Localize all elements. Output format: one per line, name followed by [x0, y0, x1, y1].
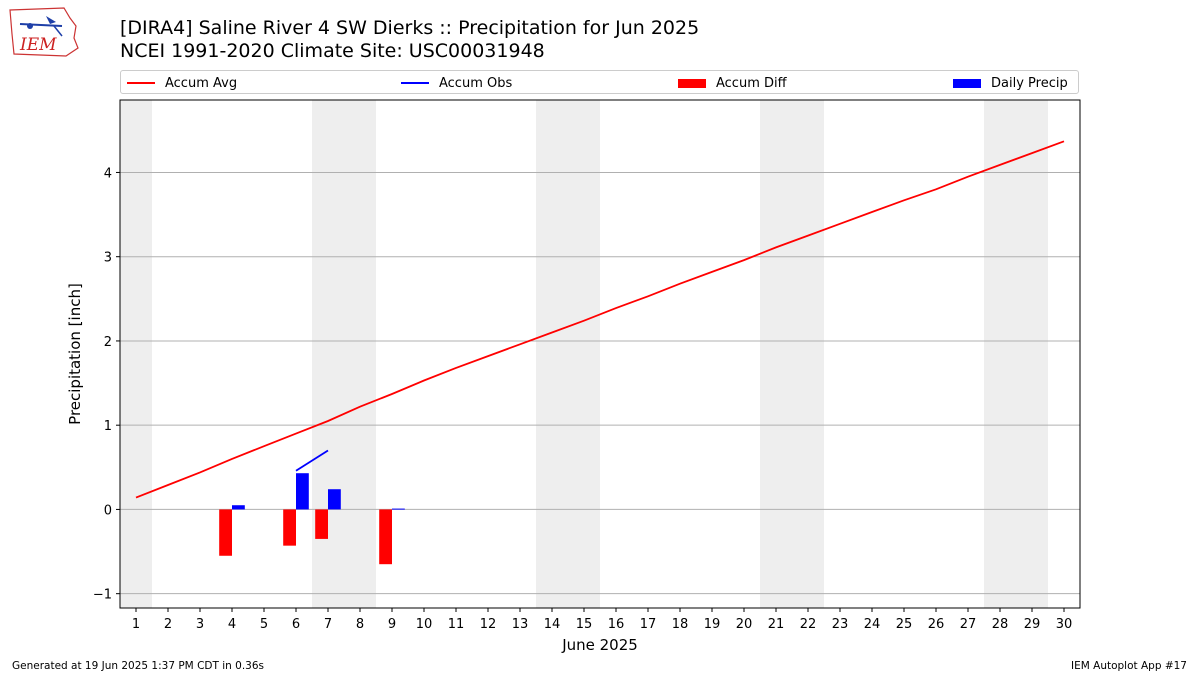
y-tick-label: 3	[104, 251, 112, 266]
legend-label-accum-avg: Accum Avg	[165, 75, 238, 91]
legend-swatch-accum-diff	[678, 78, 706, 88]
weekend-shading	[120, 100, 1048, 608]
x-tick-label: 14	[544, 617, 561, 632]
svg-text:IEM: IEM	[19, 35, 57, 55]
legend-swatch-accum-obs	[401, 82, 429, 84]
x-tick-label: 21	[768, 617, 785, 632]
daily-precip-bar	[328, 489, 341, 510]
legend-item-accum-avg: Accum Avg	[127, 74, 237, 92]
x-tick-label: 6	[292, 617, 300, 632]
weekend-band	[760, 100, 792, 608]
x-tick-label: 26	[928, 617, 945, 632]
x-tick-label: 15	[576, 617, 593, 632]
accum-avg-line	[135, 140, 1065, 499]
x-tick-label: 24	[864, 617, 881, 632]
x-axis-label: June 2025	[561, 636, 638, 654]
x-tick-label: 28	[992, 617, 1009, 632]
y-tick-label: 2	[104, 335, 112, 350]
x-tick-label: 20	[736, 617, 753, 632]
weekend-band	[120, 100, 152, 608]
line-series	[135, 140, 1065, 499]
legend-label-daily-precip: Daily Precip	[991, 75, 1068, 91]
x-tick-label: 19	[704, 617, 721, 632]
legend-label-accum-obs: Accum Obs	[439, 75, 513, 91]
chart-title: [DIRA4] Saline River 4 SW Dierks :: Prec…	[120, 17, 700, 39]
x-tick-label: 11	[448, 617, 465, 632]
accum-diff-bar	[379, 509, 392, 565]
x-tick-label: 30	[1056, 617, 1073, 632]
x-tick-label: 3	[196, 617, 204, 632]
x-tick-label: 16	[608, 617, 625, 632]
bar-series	[219, 473, 405, 565]
y-tick-label: 0	[104, 503, 112, 518]
x-tick-label: 23	[832, 617, 849, 632]
x-tick-label: 22	[800, 617, 817, 632]
y-axis-label: Precipitation [inch]	[66, 283, 84, 425]
generated-timestamp: Generated at 19 Jun 2025 1:37 PM CDT in …	[12, 660, 265, 672]
iem-logo: IEM	[6, 4, 82, 60]
chart-subtitle: NCEI 1991-2020 Climate Site: USC00031948	[120, 40, 545, 62]
x-tick-label: 8	[356, 617, 364, 632]
x-tick-label: 10	[416, 617, 433, 632]
weekend-band	[1016, 100, 1048, 608]
weekend-band	[536, 100, 568, 608]
accum-diff-bar	[315, 509, 328, 539]
x-tick-label: 29	[1024, 617, 1041, 632]
legend-item-accum-obs: Accum Obs	[401, 74, 512, 92]
x-tick-label: 4	[228, 617, 236, 632]
daily-precip-bar	[232, 505, 245, 510]
accum-diff-bar	[219, 509, 232, 556]
legend-item-daily-precip: Daily Precip	[953, 74, 1068, 92]
plot-frame	[119, 99, 1081, 609]
daily-precip-bar	[392, 508, 405, 510]
x-tick-label: 18	[672, 617, 689, 632]
legend-label-accum-diff: Accum Diff	[716, 75, 787, 91]
accum-diff-bar	[283, 509, 296, 546]
x-tick-label: 1	[132, 617, 140, 632]
x-tick-label: 13	[512, 617, 529, 632]
legend-swatch-accum-avg	[127, 82, 155, 84]
y-tick-label: −1	[93, 588, 112, 603]
weekend-band	[792, 100, 824, 608]
legend-swatch-daily-precip	[953, 78, 981, 88]
x-tick-label: 27	[960, 617, 977, 632]
app-credit: IEM Autoplot App #17	[1071, 660, 1187, 672]
y-tick-label: 1	[104, 419, 112, 434]
x-tick-label: 7	[324, 617, 332, 632]
x-tick-label: 9	[388, 617, 396, 632]
weekend-band	[344, 100, 376, 608]
weekend-band	[984, 100, 1016, 608]
accum-obs-line	[295, 449, 329, 472]
legend-item-accum-diff: Accum Diff	[678, 74, 787, 92]
x-tick-label: 17	[640, 617, 657, 632]
chart-legend: Accum Avg Accum Obs Accum Diff Daily Pre…	[120, 70, 1079, 94]
y-gridlines	[120, 171, 1080, 595]
x-tick-label: 5	[260, 617, 268, 632]
x-tick-label: 25	[896, 617, 913, 632]
weekend-band	[568, 100, 600, 608]
x-tick-label: 12	[480, 617, 497, 632]
daily-precip-bar	[296, 473, 309, 510]
x-tick-label: 2	[164, 617, 172, 632]
y-tick-label: 4	[104, 166, 112, 181]
